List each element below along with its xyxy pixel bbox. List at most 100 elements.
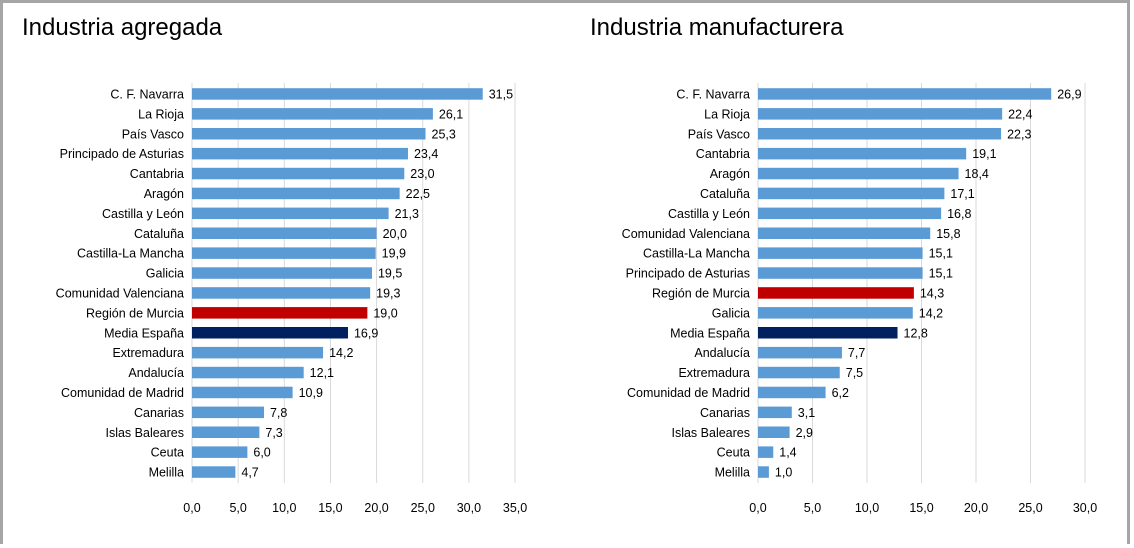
value-label: 19,3 [376, 286, 400, 300]
value-label: 23,4 [414, 147, 438, 161]
category-label: Canarias [134, 406, 184, 420]
value-label: 7,8 [270, 406, 287, 420]
category-label: Canarias [700, 406, 750, 420]
category-label: Galicia [712, 306, 750, 320]
bar [192, 88, 483, 100]
category-label: Cantabria [696, 147, 750, 161]
value-label: 7,7 [848, 346, 865, 360]
bar [192, 346, 324, 359]
bar [192, 287, 371, 299]
value-label: 23,0 [410, 167, 434, 181]
category-label: C. F. Navarra [110, 87, 184, 101]
bar [192, 247, 376, 259]
bar [192, 466, 236, 478]
value-label: 17,1 [950, 187, 974, 201]
bar [192, 267, 372, 279]
bar [192, 187, 400, 200]
bar [758, 187, 945, 200]
value-label: 22,4 [1008, 107, 1032, 121]
value-label: 14,2 [329, 346, 353, 360]
bar [758, 346, 842, 359]
category-label: La Rioja [704, 107, 750, 121]
x-tick-label: 25,0 [1018, 501, 1042, 515]
bar [192, 366, 304, 379]
bar [758, 267, 923, 279]
category-label: País Vasco [688, 127, 750, 141]
value-label: 25,3 [432, 127, 456, 141]
bar [192, 167, 405, 180]
category-label: Comunidad Valenciana [622, 227, 750, 241]
bar [758, 466, 769, 478]
value-label: 12,8 [904, 326, 928, 340]
value-label: 22,5 [406, 187, 430, 201]
x-tick-label: 5,0 [229, 501, 246, 515]
category-label: Castilla y León [668, 207, 750, 221]
category-label: Cantabria [130, 167, 184, 181]
bar [192, 147, 408, 160]
bar [192, 207, 389, 220]
x-tick-label: 20,0 [964, 501, 988, 515]
value-label: 20,0 [383, 227, 407, 241]
bar [758, 108, 1003, 120]
x-tick-label: 15,0 [318, 501, 342, 515]
category-label: Media España [670, 326, 750, 340]
bar [758, 287, 914, 299]
value-label: 1,0 [775, 466, 792, 480]
x-tick-label: 15,0 [909, 501, 933, 515]
value-label: 15,1 [929, 267, 953, 281]
category-label: Aragón [710, 167, 750, 181]
x-tick-label: 30,0 [457, 501, 481, 515]
bar [758, 327, 898, 339]
bar [192, 108, 433, 120]
bar [758, 207, 942, 220]
bar-chart-industria-manufacturera: 0,0 5,0 10,0 15,0 20,0 25,0 30,0 C. F. Navarra 2… [622, 83, 1097, 515]
value-label: 16,9 [354, 326, 378, 340]
value-label: 26,9 [1057, 87, 1081, 101]
x-tick-label: 20,0 [364, 501, 388, 515]
x-tick-label: 5,0 [804, 501, 821, 515]
category-label: Comunidad de Madrid [61, 386, 184, 400]
category-label: Andalucía [694, 346, 750, 360]
value-label: 7,3 [265, 426, 282, 440]
value-label: 19,5 [378, 267, 402, 281]
category-label: Extremadura [112, 346, 184, 360]
chart-panel-industria-agregada: Industria agregada 0,0 5,0 10,0 15,0 20,0 25,… [0, 0, 560, 548]
category-label: Principado de Asturias [626, 267, 750, 281]
x-tick-label: 35,0 [503, 501, 527, 515]
value-label: 1,4 [779, 446, 796, 460]
bar [192, 426, 260, 438]
category-label: La Rioja [138, 107, 184, 121]
category-label: C. F. Navarra [676, 87, 750, 101]
value-label: 3,1 [798, 406, 815, 420]
value-label: 15,8 [936, 227, 960, 241]
bar [192, 327, 348, 339]
value-label: 7,5 [846, 366, 863, 380]
category-label: Castilla-La Mancha [77, 247, 184, 261]
category-label: Andalucía [128, 366, 184, 380]
value-label: 2,9 [796, 426, 813, 440]
bar [758, 128, 1002, 140]
category-label: País Vasco [122, 127, 184, 141]
bar [192, 307, 368, 319]
category-label: Comunidad de Madrid [627, 386, 750, 400]
category-label: Galicia [146, 267, 184, 281]
category-label: Media España [104, 326, 184, 340]
x-tick-label: 0,0 [183, 501, 200, 515]
category-label: Aragón [144, 187, 184, 201]
bar [758, 247, 923, 259]
category-label: Melilla [149, 466, 184, 480]
category-label: Castilla y León [102, 207, 184, 221]
category-label: Principado de Asturias [60, 147, 184, 161]
value-label: 6,2 [832, 386, 849, 400]
bar [758, 167, 959, 180]
category-label: Islas Baleares [105, 426, 184, 440]
category-label: Comunidad Valenciana [56, 286, 184, 300]
value-label: 26,1 [439, 107, 463, 121]
bar [758, 386, 826, 399]
bar [192, 406, 264, 419]
bar [192, 128, 426, 140]
value-label: 4,7 [241, 466, 258, 480]
value-label: 19,0 [373, 306, 397, 320]
x-tick-label: 25,0 [411, 501, 435, 515]
category-label: Castilla-La Mancha [643, 247, 750, 261]
